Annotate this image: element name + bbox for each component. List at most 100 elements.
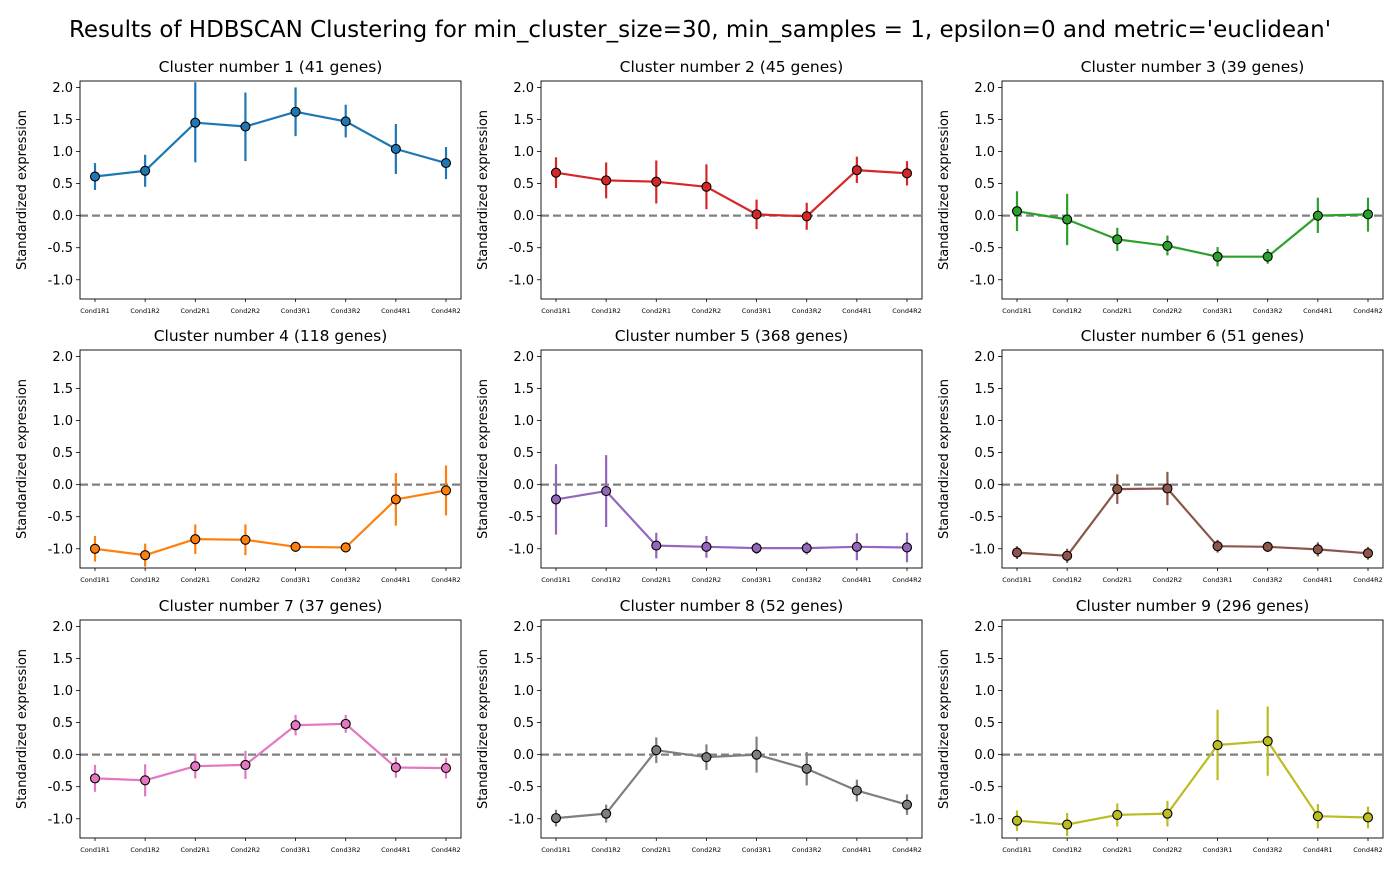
panel-title: Cluster number 9 (296 genes) bbox=[1076, 597, 1310, 615]
plot-area bbox=[550, 455, 913, 563]
x-tick-label: Cond3R1 bbox=[1203, 576, 1233, 584]
x-tick-label: Cond4R1 bbox=[1303, 576, 1333, 584]
y-axis-label: Standardized expression bbox=[476, 110, 491, 270]
data-point bbox=[550, 813, 562, 824]
data-point bbox=[1312, 210, 1323, 221]
x-tick-label: Cond4R2 bbox=[1353, 846, 1383, 854]
x-tick-label: Cond2R1 bbox=[181, 307, 211, 315]
x-tick-label: Cond3R1 bbox=[742, 846, 772, 854]
data-point bbox=[1362, 209, 1374, 220]
data-point bbox=[851, 785, 862, 796]
x-tick-label: Cond1R1 bbox=[1002, 846, 1032, 854]
series-line bbox=[555, 490, 908, 550]
data-point bbox=[390, 143, 401, 155]
y-tick-label: 1.0 bbox=[513, 145, 534, 160]
y-tick-label: 0.5 bbox=[52, 177, 73, 192]
y-tick-label: -0.5 bbox=[509, 510, 534, 525]
x-tick-label: Cond3R1 bbox=[281, 846, 311, 854]
data-point bbox=[751, 543, 762, 554]
x-tick-label: Cond4R1 bbox=[381, 576, 411, 584]
series-line bbox=[94, 110, 447, 178]
x-tick-label: Cond1R2 bbox=[1052, 307, 1082, 315]
data-point bbox=[901, 168, 913, 179]
x-tick-label: Cond3R1 bbox=[1203, 846, 1233, 854]
x-tick-label: Cond3R1 bbox=[281, 307, 311, 315]
data-point bbox=[601, 808, 612, 819]
x-tick-label: Cond1R2 bbox=[130, 576, 160, 584]
y-tick-label: 0.5 bbox=[513, 177, 534, 192]
x-tick-label: Cond2R2 bbox=[231, 576, 261, 584]
x-tick-label: Cond1R2 bbox=[591, 307, 621, 315]
x-tick-label: Cond2R1 bbox=[1103, 846, 1133, 854]
x-tick-label: Cond1R1 bbox=[541, 576, 571, 584]
x-tick-label: Cond3R1 bbox=[1203, 307, 1233, 315]
x-tick-label: Cond1R2 bbox=[1052, 576, 1082, 584]
data-point bbox=[89, 543, 101, 554]
data-point bbox=[190, 534, 201, 545]
y-tick-label: -0.5 bbox=[48, 510, 73, 525]
series-line bbox=[1016, 740, 1369, 826]
x-tick-label: Cond1R2 bbox=[130, 846, 160, 854]
axes-frame bbox=[79, 619, 462, 839]
y-tick-label: 2.0 bbox=[513, 350, 534, 365]
y-tick-label: 2.0 bbox=[513, 81, 534, 96]
x-tick-label: Cond1R2 bbox=[591, 576, 621, 584]
data-point bbox=[340, 542, 351, 553]
y-tick-label: 1.0 bbox=[974, 145, 995, 160]
x-tick-label: Cond4R2 bbox=[892, 846, 922, 854]
data-point bbox=[1312, 811, 1323, 822]
data-point bbox=[651, 745, 662, 756]
data-point bbox=[89, 171, 101, 182]
x-tick-label: Cond3R2 bbox=[792, 576, 822, 584]
data-point bbox=[1162, 808, 1173, 819]
panel-title: Cluster number 3 (39 genes) bbox=[1081, 58, 1305, 76]
x-tick-label: Cond1R1 bbox=[1002, 576, 1032, 584]
x-tick-label: Cond3R2 bbox=[792, 846, 822, 854]
y-tick-label: -1.0 bbox=[48, 812, 73, 827]
axes-frame bbox=[1001, 619, 1384, 839]
plot-area bbox=[550, 736, 913, 827]
axes-frame bbox=[79, 80, 462, 300]
plot-area bbox=[89, 82, 452, 190]
axes-frame bbox=[79, 349, 462, 569]
y-tick-label: 2.0 bbox=[52, 350, 73, 365]
cluster-panel-4: Cluster number 4 (118 genes) Standardized… bbox=[15, 327, 462, 584]
x-tick-label: Cond1R1 bbox=[80, 846, 110, 854]
y-tick-label: 0.5 bbox=[513, 446, 534, 461]
x-tick-label: Cond3R1 bbox=[742, 576, 772, 584]
plot-area bbox=[89, 714, 452, 797]
data-point bbox=[1262, 251, 1273, 262]
y-tick-label: 0.5 bbox=[52, 446, 73, 461]
data-point bbox=[1362, 548, 1374, 559]
x-tick-label: Cond3R2 bbox=[331, 307, 361, 315]
y-tick-label: 0.5 bbox=[974, 177, 995, 192]
y-axis-label: Standardized expression bbox=[937, 110, 952, 270]
data-point bbox=[440, 485, 452, 496]
y-tick-label: -1.0 bbox=[509, 273, 534, 288]
plot-area bbox=[89, 465, 452, 567]
series-line bbox=[555, 749, 908, 820]
x-tick-label: Cond4R2 bbox=[1353, 576, 1383, 584]
y-tick-label: -0.5 bbox=[970, 780, 995, 795]
y-tick-label: 0.5 bbox=[974, 716, 995, 731]
series-line bbox=[1016, 210, 1369, 258]
y-tick-label: 1.0 bbox=[974, 414, 995, 429]
x-tick-label: Cond2R2 bbox=[1153, 576, 1183, 584]
x-tick-label: Cond1R2 bbox=[130, 307, 160, 315]
series-line bbox=[1016, 487, 1369, 557]
data-point bbox=[1312, 544, 1323, 555]
data-point bbox=[390, 762, 401, 773]
data-point bbox=[1011, 547, 1023, 558]
series-line bbox=[555, 169, 908, 218]
x-tick-label: Cond4R1 bbox=[842, 846, 872, 854]
x-tick-label: Cond2R2 bbox=[692, 846, 722, 854]
x-tick-label: Cond2R2 bbox=[1153, 307, 1183, 315]
y-tick-label: 0.0 bbox=[513, 209, 534, 224]
data-point bbox=[1112, 234, 1123, 245]
x-tick-label: Cond1R1 bbox=[80, 307, 110, 315]
panel-title: Cluster number 5 (368 genes) bbox=[615, 327, 849, 345]
y-axis-label: Standardized expression bbox=[15, 649, 30, 809]
y-tick-label: 1.5 bbox=[52, 382, 73, 397]
data-point bbox=[751, 209, 762, 220]
data-point bbox=[89, 773, 101, 784]
